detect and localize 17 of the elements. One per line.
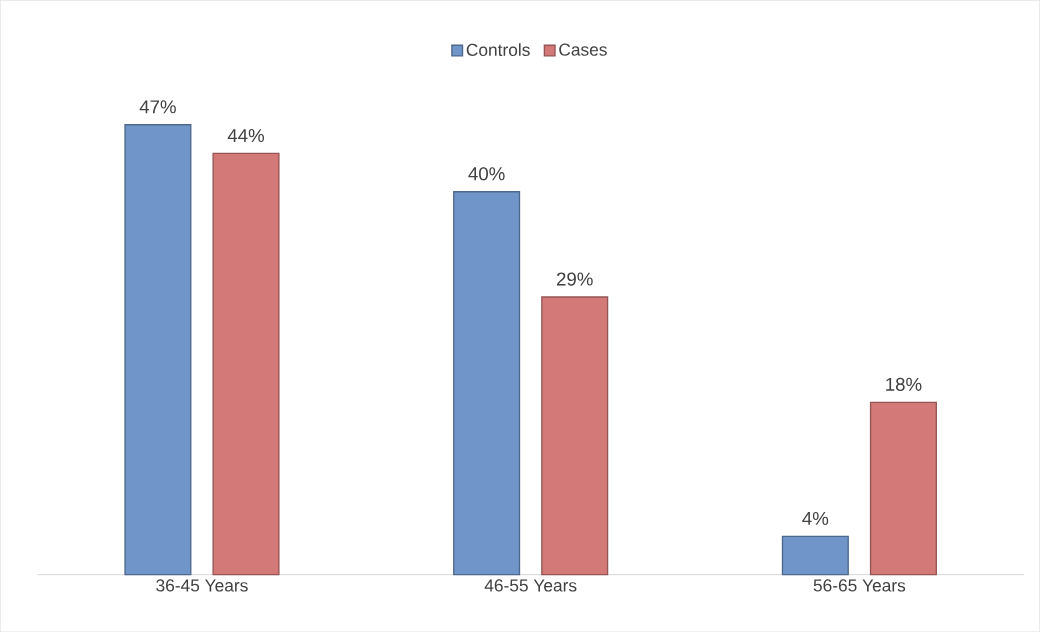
data-label: 4% <box>802 511 829 525</box>
bar <box>869 401 937 576</box>
data-label: 44% <box>227 128 264 142</box>
data-label: 29% <box>556 272 593 286</box>
data-label: 18% <box>886 377 922 391</box>
data-label: 47% <box>139 100 176 114</box>
bar <box>541 296 609 576</box>
bar <box>212 152 280 576</box>
legend-label: Controls <box>466 43 530 56</box>
x-tick-label: 36-45 Years <box>156 579 248 592</box>
data-label: 40% <box>468 167 505 181</box>
bar <box>781 535 849 576</box>
bar <box>124 123 192 576</box>
x-tick-label: 46-55 Years <box>484 579 577 592</box>
bar <box>453 190 521 576</box>
legend-label: Cases <box>559 43 607 56</box>
x-tick-label: 56-65 Years <box>813 579 906 592</box>
